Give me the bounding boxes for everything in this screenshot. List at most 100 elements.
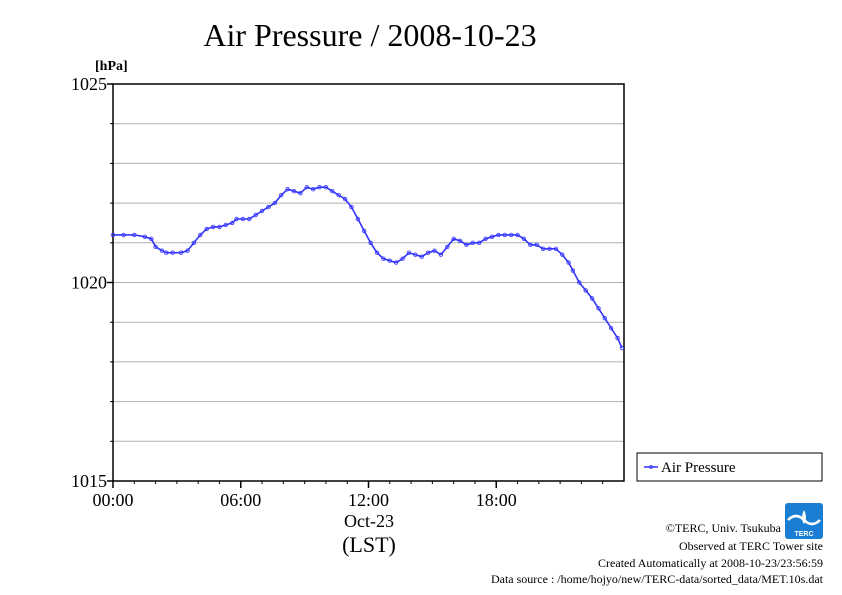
legend-label: Air Pressure xyxy=(661,460,736,476)
terc-logo: TERC xyxy=(785,503,823,539)
series-line xyxy=(113,186,623,349)
data-point xyxy=(381,256,386,261)
data-point xyxy=(413,252,418,257)
data-point xyxy=(304,184,309,190)
data-point xyxy=(374,250,380,255)
x-sublabel: Oct-23 xyxy=(344,511,394,531)
x-tick-label: 06:00 xyxy=(220,490,261,510)
data-point xyxy=(110,232,116,238)
data-point xyxy=(121,232,126,238)
logo-text: TERC xyxy=(794,531,813,538)
data-point xyxy=(247,216,252,222)
data-point xyxy=(477,240,482,245)
grid xyxy=(110,123,624,442)
data-point xyxy=(577,280,582,285)
data-point xyxy=(470,240,475,245)
data-point xyxy=(285,186,290,192)
data-point xyxy=(310,186,316,192)
data-point xyxy=(223,222,228,228)
y-axis-unit: [hPa] xyxy=(95,59,128,74)
data-point xyxy=(596,306,601,311)
credit-line-4: Data source : /home/hojyo/new/TERC-data/… xyxy=(491,572,824,586)
data-point xyxy=(560,252,565,257)
data-point xyxy=(406,250,412,255)
data-point xyxy=(291,188,297,194)
logo-drop-icon xyxy=(802,510,806,524)
data-point xyxy=(170,250,175,255)
data-point xyxy=(229,220,235,226)
data-point xyxy=(342,196,348,202)
x-tick-label: 12:00 xyxy=(348,490,389,510)
data-point xyxy=(323,184,329,190)
data-point xyxy=(368,240,373,245)
data-point xyxy=(615,335,620,341)
data-point xyxy=(259,208,265,214)
data-point xyxy=(163,250,169,255)
data-point xyxy=(464,242,469,247)
plot-frame xyxy=(112,83,625,482)
credit-line-3: Created Automatically at 2008-10-23/23:5… xyxy=(598,556,823,570)
x-tick-labels: 00:00 06:00 12:00 18:00 xyxy=(92,481,604,510)
data-point xyxy=(400,256,405,261)
data-point xyxy=(515,232,520,238)
data-point xyxy=(298,190,303,196)
data-point xyxy=(178,250,184,255)
data-point xyxy=(217,224,222,230)
y-tick-labels: 1015 1020 1025 xyxy=(71,74,113,491)
data-point xyxy=(272,200,277,206)
data-point xyxy=(540,246,546,251)
data-point xyxy=(483,236,488,241)
data-point xyxy=(438,252,444,257)
data-point xyxy=(502,232,507,238)
data-point xyxy=(266,204,271,210)
legend: Air Pressure xyxy=(636,452,823,482)
data-point xyxy=(609,326,614,331)
data-point xyxy=(553,246,559,251)
data-point xyxy=(253,212,258,218)
data-point xyxy=(198,232,203,238)
data-point xyxy=(185,248,190,253)
data-point xyxy=(509,232,514,238)
data-point xyxy=(521,236,527,241)
data-point xyxy=(330,188,335,194)
data-point xyxy=(451,236,456,241)
data-point xyxy=(132,232,137,238)
data-point xyxy=(570,268,576,273)
chart-title: Air Pressure / 2008-10-23 xyxy=(203,17,536,53)
x-tick-label: 18:00 xyxy=(476,490,517,510)
data-point xyxy=(394,260,399,265)
credit-line-2: Observed at TERC Tower site xyxy=(679,539,823,553)
data-point xyxy=(528,242,533,247)
data-point xyxy=(336,192,341,198)
y-tick-label: 1025 xyxy=(71,74,107,94)
data-point xyxy=(432,248,437,253)
data-point xyxy=(210,224,216,230)
data-point xyxy=(349,204,354,210)
data-point xyxy=(240,216,246,222)
legend-box xyxy=(636,452,823,482)
data-point xyxy=(317,184,322,190)
data-point xyxy=(153,244,158,249)
data-point xyxy=(204,226,209,232)
data-point xyxy=(457,238,463,243)
data-point xyxy=(445,244,450,249)
x-tick-label: 00:00 xyxy=(92,490,133,510)
data-point xyxy=(589,296,595,301)
data-point xyxy=(387,258,392,263)
y-tick-label: 1015 xyxy=(71,471,107,491)
data-point xyxy=(279,192,284,198)
data-point xyxy=(534,242,539,247)
x-axis-label: (LST) xyxy=(342,532,396,557)
data-point xyxy=(583,288,588,293)
data-point xyxy=(602,316,607,321)
data-point xyxy=(234,216,239,222)
data-series xyxy=(110,184,625,351)
legend-marker xyxy=(649,465,653,469)
data-point xyxy=(566,260,571,265)
data-point xyxy=(355,216,361,222)
data-point xyxy=(362,228,367,234)
data-point xyxy=(489,234,495,239)
data-point xyxy=(547,246,552,251)
credit-line-1: ©TERC, Univ. Tsukuba xyxy=(666,521,782,535)
